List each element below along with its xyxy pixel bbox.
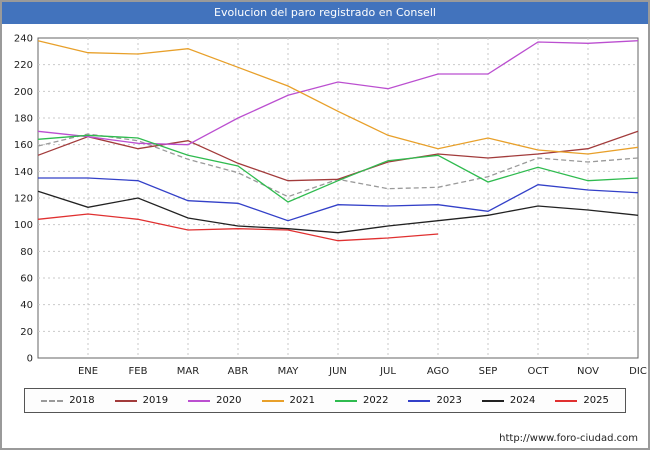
series-line-2021: [37, 40, 639, 155]
series-line-2025: [37, 213, 439, 242]
legend-swatch-2021: [261, 399, 284, 402]
y-axis-tick-label: 160: [14, 140, 33, 151]
footer: http://www.foro-ciudad.com: [499, 433, 638, 444]
title-bar: Evolucion del paro registrado en Consell: [2, 2, 648, 24]
x-axis-tick-label: ENE: [78, 366, 98, 377]
x-axis-tick-label: NOV: [577, 366, 599, 377]
legend-label-2024: 2024: [509, 395, 536, 406]
x-axis-tick-label: JUL: [379, 366, 396, 377]
x-axis-tick-label: ABR: [228, 366, 249, 377]
legend-item-2022: 2022: [335, 395, 388, 406]
y-axis-tick-label: 40: [20, 300, 33, 311]
legend: 2018 2019 2020 2021 2022 2023 2024 2025: [24, 388, 626, 413]
y-axis-tick-label: 100: [14, 220, 33, 231]
y-axis-tick-label: 120: [14, 194, 33, 205]
series-line-2019: [37, 130, 639, 182]
x-axis-tick-label: JUN: [328, 366, 347, 377]
y-axis-tick-label: 80: [20, 247, 33, 258]
legend-swatch-2018: [41, 399, 64, 402]
legend-label-2020: 2020: [216, 395, 242, 406]
y-axis-tick-label: 220: [14, 60, 33, 71]
legend-label-2025: 2025: [583, 395, 609, 406]
legend-label-2022: 2022: [363, 395, 389, 406]
legend-label-2023: 2023: [436, 395, 462, 406]
chart-container: 0 20 40 60 80 100 120 140 160 180 200 220 240 ENE FEB M…: [2, 28, 648, 384]
y-axis-tick-label: 20: [20, 327, 33, 338]
y-axis-tick-label: 240: [14, 34, 33, 45]
legend-item-2020: 2020: [188, 395, 242, 406]
series-line-2020: [37, 40, 639, 146]
legend-swatch-2024: [481, 399, 504, 402]
legend-swatch-2025: [555, 399, 578, 402]
x-axis-tick-label: FEB: [129, 366, 148, 377]
x-axis-tick-label: AGO: [427, 366, 449, 377]
y-axis-tick-label: 140: [14, 167, 33, 178]
legend-swatch-2020: [188, 399, 211, 402]
legend-label-2019: 2019: [142, 395, 169, 406]
legend-item-2019: 2019: [114, 395, 169, 406]
series-line-2023: [38, 177, 639, 222]
legend-label-2021: 2021: [289, 395, 315, 406]
page-title: Evolucion del paro registrado en Consell: [214, 6, 436, 19]
series-line-2024: [37, 190, 639, 234]
y-axis-tick-label: 0: [27, 354, 33, 365]
legend-item-2024: 2024: [481, 395, 536, 406]
y-axis-tick-label: 60: [20, 274, 33, 285]
legend-swatch-2019: [114, 399, 137, 402]
x-axis-tick-label: DIC: [629, 366, 647, 377]
legend-label-2018: 2018: [69, 395, 95, 406]
x-axis-tick-label: MAY: [278, 366, 300, 377]
y-axis-tick-label: 200: [14, 87, 33, 98]
legend-item-2025: 2025: [555, 395, 609, 406]
unemployment-line-chart: 0 20 40 60 80 100 120 140 160 180 200 220 240 ENE FEB M…: [14, 34, 647, 378]
x-axis-tick-label: MAR: [177, 366, 199, 377]
footer-url-link[interactable]: http://www.foro-ciudad.com: [499, 433, 638, 444]
y-axis-tick-label: 180: [14, 114, 33, 125]
x-axis-tick-label: SEP: [479, 366, 498, 377]
legend-item-2023: 2023: [408, 395, 462, 406]
x-axis-tick-label: OCT: [528, 366, 550, 377]
series-line-2022: [37, 134, 639, 203]
legend-item-2021: 2021: [261, 395, 315, 406]
legend-swatch-2023: [408, 399, 431, 402]
legend-swatch-2022: [335, 399, 357, 402]
legend-item-2018: 2018: [41, 395, 95, 406]
